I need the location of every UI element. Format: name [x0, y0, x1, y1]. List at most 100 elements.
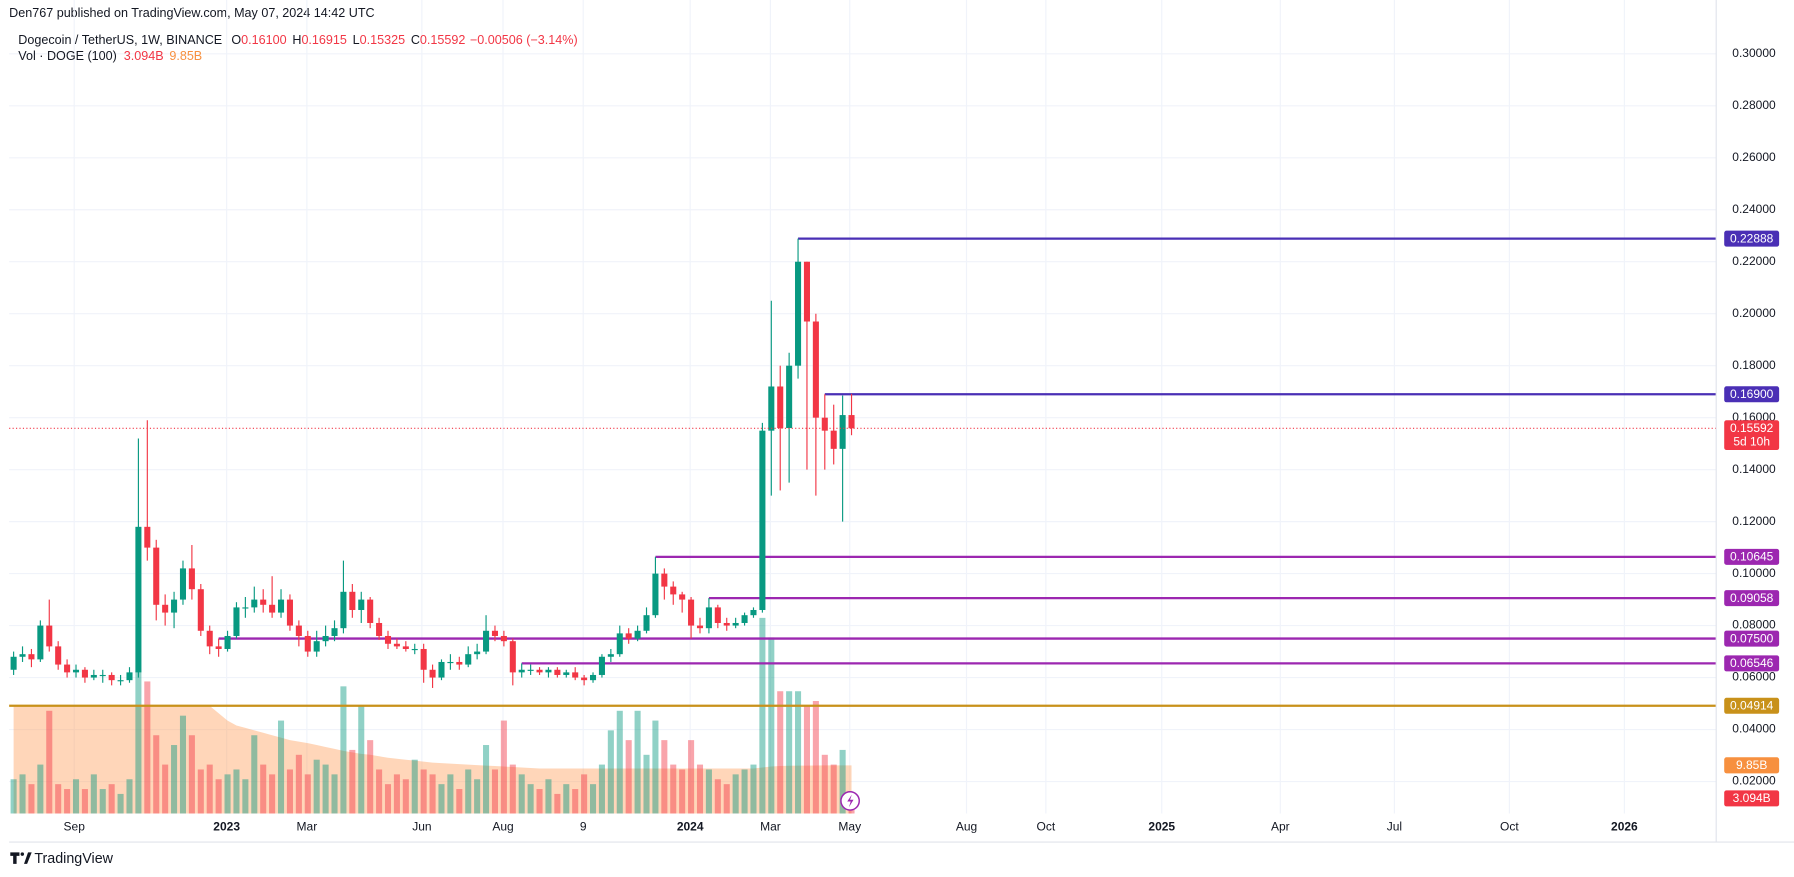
y-tick-label: 0.08000: [1732, 618, 1776, 632]
volume-bar: [37, 764, 44, 814]
publisher-note: Den767 published on TradingView.com, May…: [9, 6, 374, 20]
volume-bar: [233, 769, 240, 814]
y-tick-label: 0.02000: [1732, 774, 1776, 788]
candle-body: [411, 648, 418, 651]
candle-body: [830, 430, 837, 449]
candle-body: [117, 680, 124, 682]
volume-ma-label: 9.85B: [1736, 758, 1767, 772]
volume-bar: [456, 789, 463, 814]
candle-body: [376, 622, 383, 636]
candle-body: [349, 591, 356, 610]
change: −0.00506 (−3.14%): [470, 34, 578, 48]
candle-body: [367, 599, 374, 623]
volume-ma-badge: [1724, 757, 1780, 774]
volume-bar: [420, 769, 427, 814]
candle-body: [786, 365, 793, 429]
volume-value: 3.094B: [124, 50, 164, 64]
candle-body: [795, 261, 802, 366]
volume-bar: [696, 764, 704, 814]
candle-body: [269, 604, 276, 613]
volume-bar: [465, 769, 472, 814]
logo: [10, 852, 32, 864]
candle-body: [768, 386, 775, 431]
y-tick-label: 0.28000: [1732, 98, 1776, 112]
volume-bar: [224, 774, 231, 814]
volume-bar: [19, 774, 26, 814]
candle-body: [206, 630, 213, 647]
candle-body: [179, 568, 187, 600]
volume-bar: [144, 681, 151, 814]
volume-bar: [839, 749, 846, 814]
volume-bar: [616, 710, 623, 814]
volume-bar: [188, 735, 195, 814]
y-tick-label: 0.10000: [1732, 566, 1776, 580]
volume-bar: [536, 789, 543, 814]
candle-body: [589, 674, 597, 681]
candle-body: [696, 625, 704, 629]
volume-bar: [162, 764, 169, 814]
x-tick-label: Oct: [1500, 819, 1519, 833]
candle-body: [741, 615, 748, 623]
volume-bar: [589, 784, 597, 814]
candle-body: [812, 321, 819, 418]
volume-bar: [179, 715, 187, 814]
candle-body: [474, 651, 481, 655]
candle-body: [304, 635, 311, 652]
candle-body: [99, 674, 106, 677]
volume-bar: [402, 779, 409, 814]
volume-bar: [99, 789, 106, 814]
volume-bar: [367, 740, 374, 814]
candle-body: [162, 604, 169, 613]
volume-bar: [723, 784, 730, 814]
volume-bar: [732, 774, 739, 814]
x-tick-label: 2025: [1148, 819, 1175, 833]
volume-bar: [625, 740, 632, 814]
level-badge: [1724, 655, 1780, 672]
candle-body: [518, 669, 525, 673]
candle-body: [634, 630, 641, 639]
candle-body: [429, 669, 436, 678]
x-tick-label: Oct: [1037, 819, 1056, 833]
volume-badge: [1724, 790, 1780, 807]
candle-body: [563, 672, 570, 675]
candle-body: [295, 625, 302, 636]
candle-body: [509, 641, 516, 673]
volume-bar: [741, 769, 748, 814]
event-icon: [840, 791, 860, 811]
plot: [9, 0, 1717, 814]
level-badge: [1724, 630, 1780, 647]
countdown: 5d 10h: [1733, 435, 1770, 449]
candle-body: [144, 526, 151, 548]
ohlc-key: H: [292, 34, 301, 48]
candle-body: [188, 568, 195, 590]
frame: [9, 0, 1794, 843]
volume-bar: [322, 764, 329, 814]
candle-body: [848, 415, 855, 429]
candle-body: [420, 648, 427, 670]
x-tick-label: Aug: [492, 819, 513, 833]
candle-body: [197, 589, 204, 631]
candle-body: [500, 635, 507, 642]
volume-bar: [474, 779, 481, 814]
volume-bar: [349, 749, 356, 814]
candle-body: [661, 573, 668, 587]
volume-bar: [821, 754, 828, 814]
y-tick-label: 0.04000: [1732, 722, 1776, 736]
x-tick-label: Sep: [64, 819, 86, 833]
candle-body: [705, 607, 712, 629]
x-tick-label: Mar: [760, 819, 781, 833]
candle-body: [527, 669, 534, 671]
volume-bar: [153, 735, 160, 814]
candle-body: [759, 430, 766, 610]
level-badge: [1724, 386, 1780, 403]
volume-bar: [652, 720, 659, 814]
x-tick-label: Jun: [412, 819, 431, 833]
candle-body: [465, 654, 472, 665]
x-tick-label: 9: [580, 819, 587, 833]
volume-bar: [278, 720, 285, 814]
candle-body: [135, 526, 142, 673]
volume-bar: [438, 784, 445, 814]
volume-bar: [135, 671, 142, 814]
volume-bar: [598, 764, 605, 814]
